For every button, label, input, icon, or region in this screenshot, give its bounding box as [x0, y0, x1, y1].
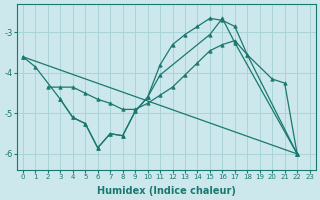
X-axis label: Humidex (Indice chaleur): Humidex (Indice chaleur) [97, 186, 236, 196]
